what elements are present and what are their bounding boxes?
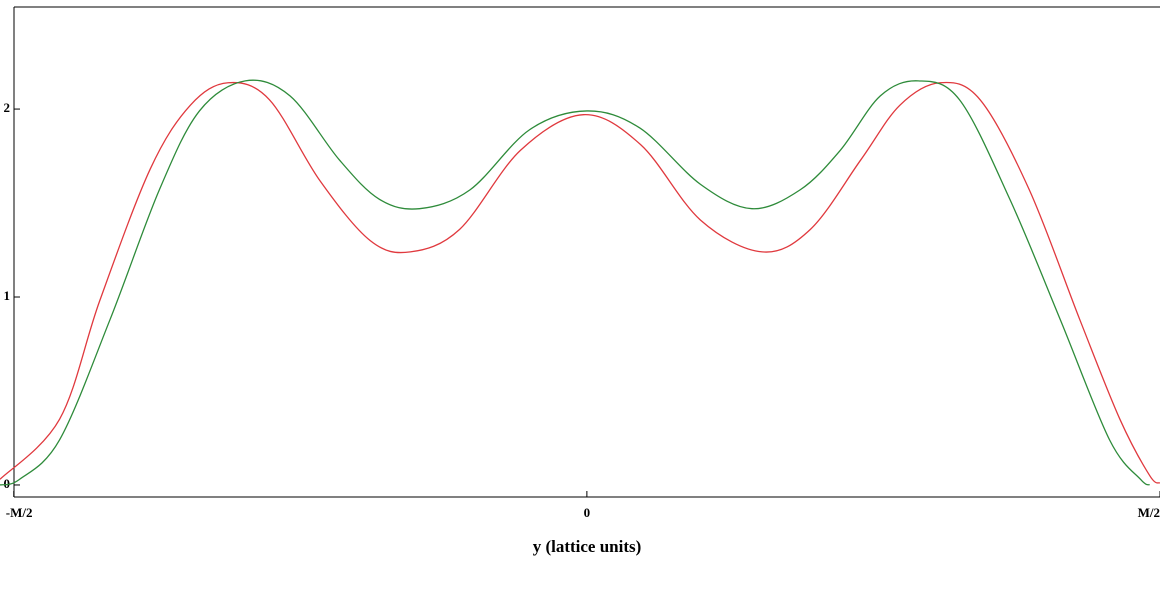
x-tick-label: 0 xyxy=(584,505,591,520)
x-tick-label: M/2 xyxy=(1138,505,1160,520)
y-tick-label: 2 xyxy=(4,100,11,115)
x-axis-title: y (lattice units) xyxy=(533,537,642,556)
y-tick-label: 0 xyxy=(4,476,11,491)
line-series xyxy=(0,81,1160,484)
x-tick-label: -M/2 xyxy=(6,505,33,520)
y-tick-label: 1 xyxy=(4,288,11,303)
line-series xyxy=(0,79,1151,486)
